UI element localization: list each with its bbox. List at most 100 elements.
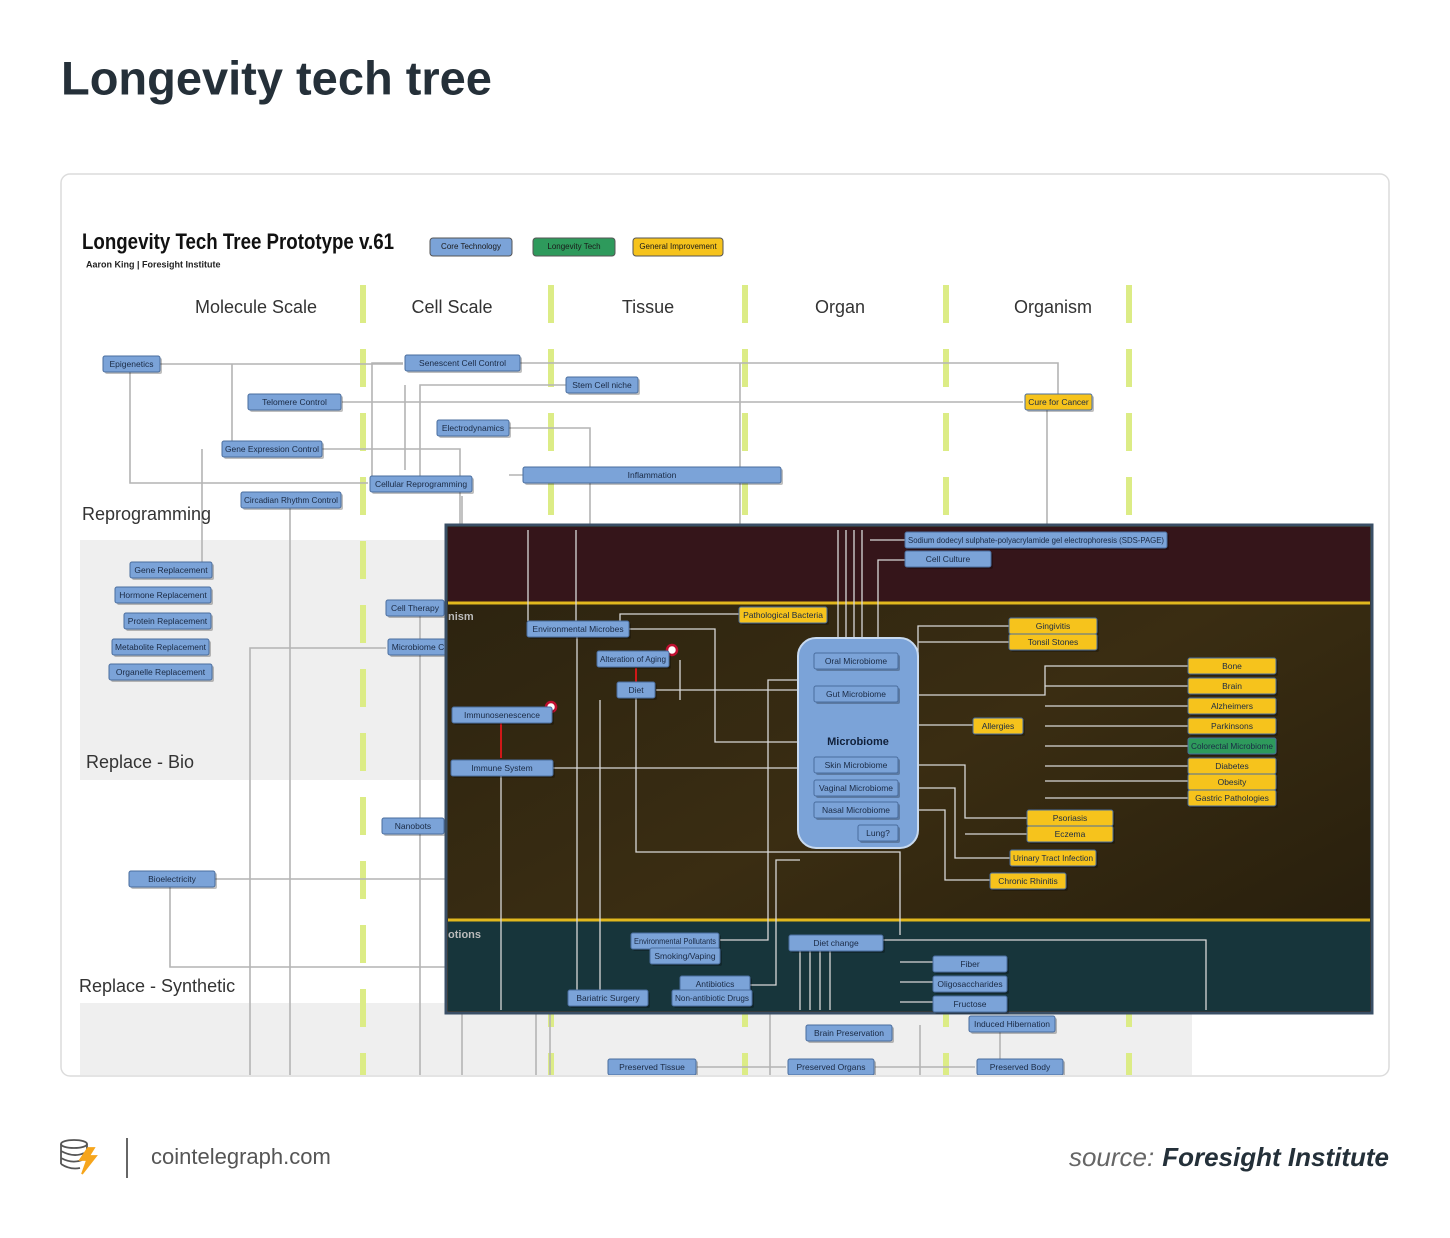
site: cointelegraph.com — [151, 1144, 331, 1169]
node-label: Diet change — [813, 938, 859, 948]
node-label: Immune System — [471, 763, 532, 773]
node-box — [649, 947, 721, 965]
node-box — [123, 612, 212, 630]
node-label: Metabolite Replacement — [115, 642, 207, 652]
node-box — [932, 975, 1008, 993]
node-box — [526, 620, 630, 638]
node-label: Psoriasis — [1053, 813, 1087, 823]
section-label: otions — [448, 929, 481, 941]
node-label: Smoking/Vaping — [654, 951, 716, 961]
node-box — [108, 663, 213, 681]
node-box — [968, 1015, 1056, 1033]
inset-nodes: Sodium dodecyl sulphate-polyacrylamide g… — [450, 531, 1278, 1014]
node-label: Organelle Replacement — [116, 667, 206, 677]
legend-swatch — [429, 237, 513, 257]
node-label: Gene Replacement — [134, 565, 208, 575]
node-box — [904, 550, 992, 568]
node-label: Chronic Rhinitis — [998, 876, 1058, 886]
page-title: Longevity tech tree — [61, 51, 492, 104]
node-label: Brain — [1222, 681, 1242, 691]
node-label: Fructose — [953, 999, 986, 1009]
node-label: Alteration of Aging — [600, 654, 666, 664]
node-label: Skin Microbiome — [825, 760, 888, 770]
node-box — [1187, 677, 1277, 695]
node-box — [1008, 633, 1098, 651]
node-label: Bariatric Surgery — [576, 993, 640, 1003]
node-box — [857, 824, 899, 842]
node-label: Bioelectricity — [148, 874, 196, 884]
node-box — [616, 681, 656, 699]
node-label: Preserved Organs — [797, 1062, 866, 1072]
node-label: Lung? — [866, 828, 890, 838]
row-label: Replace - Bio — [86, 752, 194, 772]
node-box — [385, 599, 445, 617]
node-box — [240, 491, 342, 509]
node-label: Urinary Tract Infection — [1013, 853, 1093, 863]
node-box — [787, 1058, 875, 1075]
node-box — [738, 606, 828, 624]
node-label: Circadian Rhythm Control — [244, 495, 338, 505]
node-box — [451, 706, 553, 724]
node-box — [788, 934, 884, 952]
node-label: Senescent Cell Control — [419, 358, 506, 368]
diagram-subtitle: Aaron King | Foresight Institute — [86, 259, 221, 269]
node-box — [221, 440, 323, 458]
node-label: Preserved Tissue — [619, 1062, 685, 1072]
section-label: nism — [448, 611, 474, 623]
footer: cointelegraph.com source: Foresight Insti… — [60, 1138, 1389, 1178]
node-label: Cure for Cancer — [1028, 397, 1089, 407]
nodes: Epigenetics Senescent Cell Control Stem Ce… — [102, 354, 1094, 1075]
node-box — [671, 989, 753, 1007]
node-label: Gene Expression Control — [225, 444, 319, 454]
node-label: Eczema — [1055, 829, 1086, 839]
node-box — [805, 1024, 893, 1042]
legend-swatch — [632, 237, 724, 257]
source-name: Foresight Institute — [1162, 1142, 1389, 1172]
diagram-title: Longevity Tech Tree Prototype v.61 — [82, 229, 394, 254]
node-label: Cellular Reprogramming — [375, 479, 467, 489]
node-box — [904, 531, 1168, 549]
column-header: Cell Scale — [411, 297, 492, 317]
pin — [665, 643, 679, 657]
node-box — [1187, 717, 1277, 735]
node-label: Telomere Control — [262, 397, 327, 407]
node-box — [813, 685, 899, 703]
node-label: Oral Microbiome — [825, 656, 888, 666]
node-box — [128, 870, 216, 888]
node-label: Gingivitis — [1036, 621, 1070, 631]
node-label: Gastric Pathologies — [1195, 793, 1269, 803]
node-box — [596, 650, 670, 668]
node-label: Induced Hibernation — [974, 1019, 1050, 1029]
node-box — [436, 419, 510, 437]
column-header: Tissue — [622, 297, 674, 317]
column-headers: Molecule Scale Cell Scale Tissue Organ Organ… — [195, 297, 1092, 317]
node-label: Sodium dodecyl sulphate-polyacrylamide g… — [908, 535, 1164, 545]
node-label: Non-antibiotic Drugs — [675, 993, 749, 1003]
node-label: Brain Preservation — [814, 1028, 884, 1038]
node-label: Nasal Microbiome — [822, 805, 890, 815]
logo — [60, 1139, 98, 1175]
node-label: Alzheimers — [1211, 701, 1253, 711]
node-box — [567, 989, 649, 1007]
node-label: Microbiome C — [392, 642, 444, 652]
node-label: Epigenetics — [110, 359, 154, 369]
node-box — [102, 355, 161, 373]
legend-label: Longevity Tech — [547, 242, 600, 251]
node-label: Protein Replacement — [128, 616, 208, 626]
node-box — [1187, 657, 1277, 675]
node-label: Inflammation — [628, 470, 677, 480]
inset-connectors — [500, 530, 1207, 1010]
node-label: Nanobots — [395, 821, 431, 831]
node-box — [932, 955, 1008, 973]
row-labels: Reprogramming Replace - Bio Replace - Synt… — [79, 504, 235, 996]
node-label: Diabetes — [1215, 761, 1249, 771]
node-label: Oligosaccharides — [937, 979, 1002, 989]
node-label: Cell Therapy — [391, 603, 440, 613]
node-label: Stem Cell niche — [572, 380, 632, 390]
node-box — [813, 801, 899, 819]
node-box — [1009, 849, 1097, 867]
node-box — [813, 779, 899, 797]
node-box — [1187, 737, 1277, 755]
